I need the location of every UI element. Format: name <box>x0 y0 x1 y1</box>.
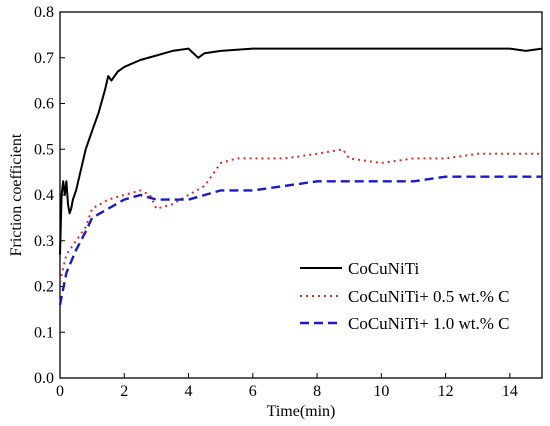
x-tick-label: 6 <box>249 383 257 400</box>
x-axis-label: Time(min) <box>267 403 336 420</box>
y-tick-label: 0.2 <box>34 279 54 296</box>
y-tick-label: 0.6 <box>34 96 54 113</box>
y-tick-label: 0.7 <box>34 50 54 67</box>
x-tick-label: 14 <box>502 383 518 400</box>
y-tick-label: 0.5 <box>34 141 54 158</box>
legend-label-cocuniti-05c: CoCuNiTi+ 0.5 wt.% C <box>348 287 510 306</box>
series-line-1 <box>59 148 542 283</box>
y-ticks: 0.0 0.1 0.2 0.3 0.4 0.5 0.6 0.7 0.8 <box>34 4 65 387</box>
series-line-2 <box>58 175 542 306</box>
y-tick-label: 0.4 <box>34 187 54 204</box>
legend-label-cocuniti-10c: CoCuNiTi+ 1.0 wt.% C <box>348 314 510 333</box>
x-tick-label: 8 <box>313 383 321 400</box>
y-axis-label: Friction coefficient <box>8 133 25 256</box>
y-tick-label: 0.3 <box>34 233 54 250</box>
series-line-0 <box>59 47 543 255</box>
y-tick-label: 0.8 <box>34 4 54 21</box>
y-tick-label: 0.0 <box>34 370 54 387</box>
series-layer <box>58 47 543 306</box>
x-tick-label: 4 <box>185 383 193 400</box>
x-tick-label: 10 <box>373 383 389 400</box>
x-tick-label: 12 <box>438 383 454 400</box>
legend-label-cocuniti: CoCuNiTi <box>348 259 419 278</box>
x-ticks: 0 2 4 6 8 10 12 14 <box>56 373 518 400</box>
legend: CoCuNiTi CoCuNiTi+ 0.5 wt.% C CoCuNiTi+ … <box>300 259 510 333</box>
x-tick-label: 0 <box>56 383 64 400</box>
y-tick-label: 0.1 <box>34 324 54 341</box>
x-tick-label: 2 <box>120 383 128 400</box>
